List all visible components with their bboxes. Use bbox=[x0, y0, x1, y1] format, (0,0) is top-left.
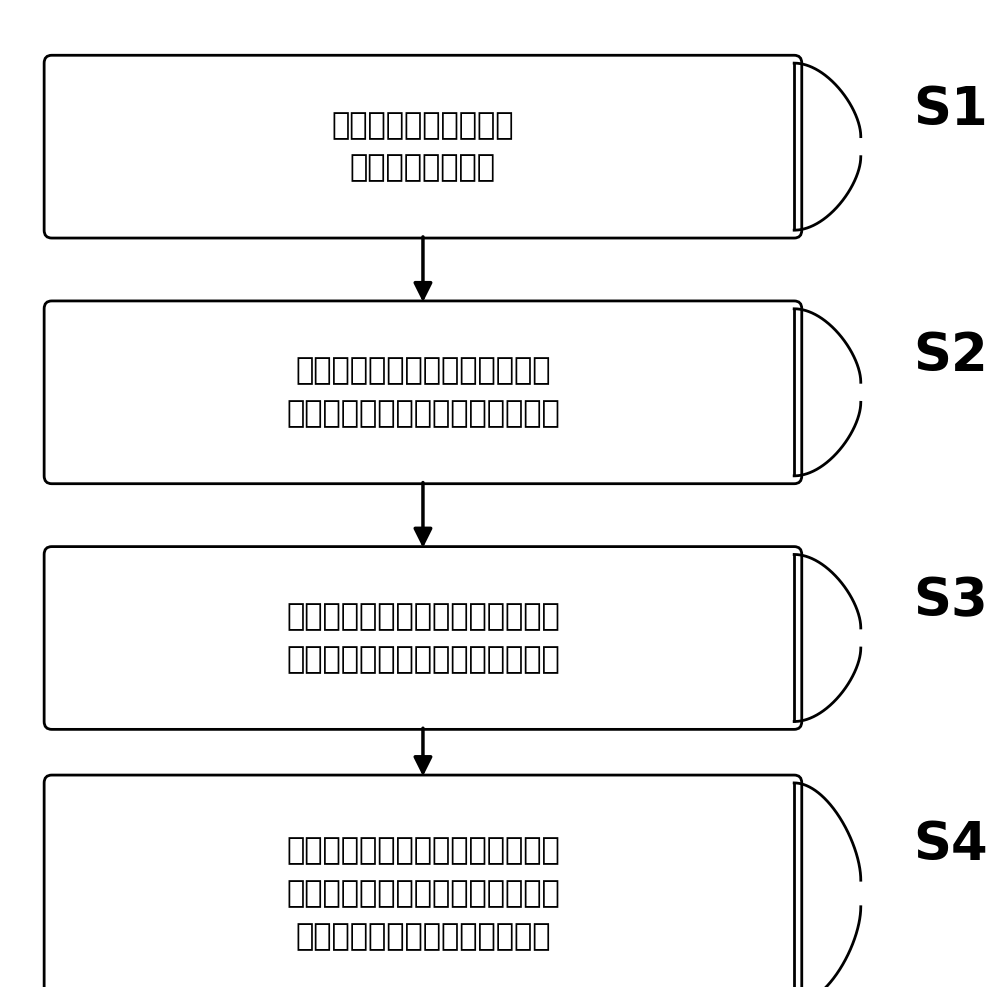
Text: S4: S4 bbox=[913, 819, 988, 871]
Text: 获取染色体散型图像的
连通域二值化图像: 获取染色体散型图像的 连通域二值化图像 bbox=[332, 111, 514, 182]
Text: S2: S2 bbox=[913, 330, 988, 382]
Text: S1: S1 bbox=[913, 84, 988, 136]
FancyBboxPatch shape bbox=[44, 55, 802, 238]
FancyBboxPatch shape bbox=[44, 301, 802, 484]
Text: 对连通域二值化图像进行分割，
得到染色体散型图像的连通域图像: 对连通域二值化图像进行分割， 得到染色体散型图像的连通域图像 bbox=[286, 357, 560, 428]
FancyBboxPatch shape bbox=[44, 775, 802, 991]
Text: S3: S3 bbox=[913, 575, 988, 627]
Text: 将分离出的黏连染色体图像输入深
度学习分割网络预训练模型中进行
二次分割，得到染色体核型图像: 将分离出的黏连染色体图像输入深 度学习分割网络预训练模型中进行 二次分割，得到染… bbox=[286, 836, 560, 950]
FancyBboxPatch shape bbox=[44, 547, 802, 729]
Text: 对连通域图像进行二分类，分离出
黏连染色体图像和单条染色体图像: 对连通域图像进行二分类，分离出 黏连染色体图像和单条染色体图像 bbox=[286, 603, 560, 674]
